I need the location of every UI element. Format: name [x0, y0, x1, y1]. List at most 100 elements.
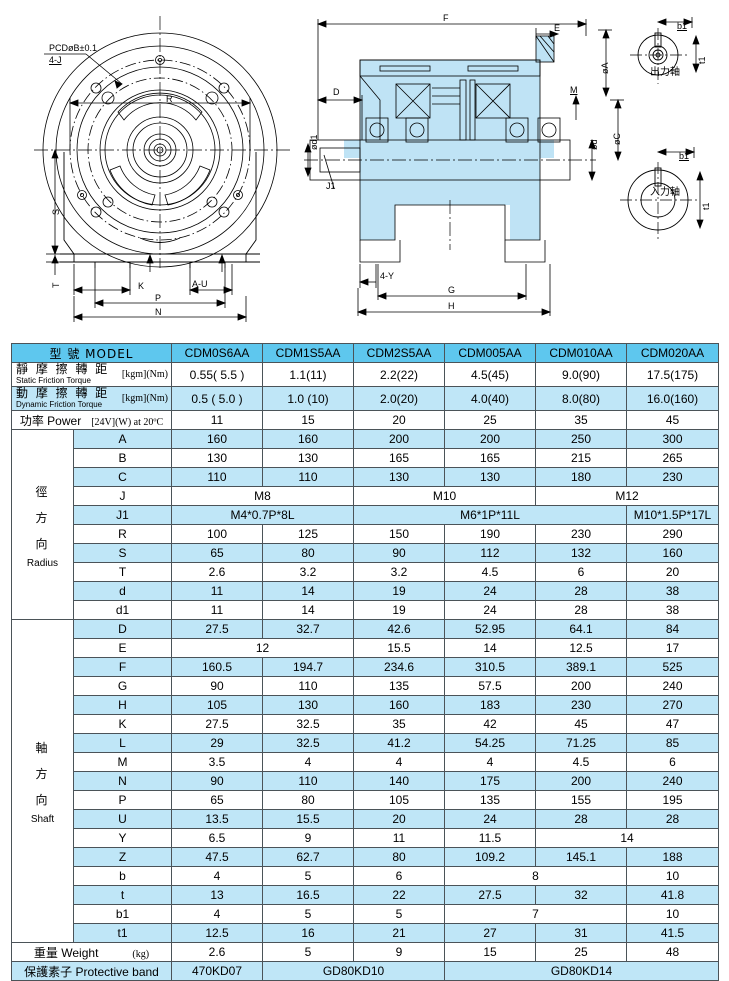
- radius-t-value-1: 2.6: [171, 562, 263, 582]
- power-value-5: 35: [535, 410, 627, 430]
- shaft-d-value-3: 42.6: [353, 619, 445, 639]
- dimension-key-d: d: [73, 581, 172, 601]
- shaft-b1-value-2: 5: [262, 904, 354, 924]
- shaft-b1-value-5: 10: [626, 904, 719, 924]
- static-friction-torque-label: 靜 摩 擦 轉 距 Static Friction Torque [kgm](Nm): [11, 362, 172, 387]
- shaft-d-value-4: 52.95: [444, 619, 536, 639]
- shaft-z-value-2: 62.7: [262, 847, 354, 867]
- shaft-f-value-6: 525: [626, 657, 719, 677]
- radius-row-t: T 2.6 3.2 3.2 4.5 6 20: [12, 562, 719, 582]
- radius-b-value-1: 130: [171, 448, 263, 468]
- shaft-b-value-1: 4: [171, 866, 263, 886]
- radius-c-value-2: 110: [262, 467, 354, 487]
- radius-r-value-5: 230: [535, 524, 627, 544]
- shaft-m-value-3: 4: [353, 752, 445, 772]
- radius-row-d1: d1 11 14 19 24 28 38: [12, 600, 719, 620]
- radius-c-value-6: 230: [626, 467, 719, 487]
- shaft-g-value-1: 90: [171, 676, 263, 696]
- output-shaft-t1-label: t1: [697, 56, 707, 64]
- shaft-l-value-6: 85: [626, 733, 719, 753]
- shaft-f-value-1: 160.5: [171, 657, 263, 677]
- front-view-drawing: [34, 16, 290, 322]
- shaft-e-value-4: 12.5: [535, 638, 627, 658]
- shaft-z-value-5: 145.1: [535, 847, 627, 867]
- output-shaft-title: 出力軸: [650, 67, 680, 78]
- radius-s-value-3: 90: [353, 543, 445, 563]
- shaft-f-value-4: 310.5: [444, 657, 536, 677]
- dimension-key-b: B: [73, 448, 172, 468]
- radius-d1-value-4: 24: [444, 600, 536, 620]
- dim-t-label: T: [51, 282, 61, 289]
- radius-s-value-6: 160: [626, 543, 719, 563]
- radius-s-value-1: 65: [171, 543, 263, 563]
- dynamic-friction-torque-label: 動 摩 擦 轉 距 Dynamic Friction Torque [kgm](Nm…: [11, 386, 172, 411]
- radius-a-value-4: 200: [444, 429, 536, 449]
- shaft-p-value-6: 195: [626, 790, 719, 810]
- radius-a-value-3: 200: [353, 429, 445, 449]
- shaft-h-value-5: 230: [535, 695, 627, 715]
- dim-m-label: M: [570, 85, 578, 95]
- shaft-h-value-6: 270: [626, 695, 719, 715]
- shaft-y-value-1: 6.5: [171, 828, 263, 848]
- shaft-section-label: 軸方向 Shaft: [11, 619, 74, 943]
- power-value-2: 15: [262, 410, 354, 430]
- model-header-2: CDM1S5AA: [262, 343, 354, 363]
- shaft-d-value-5: 64.1: [535, 619, 627, 639]
- power-label: 功率 Power [24V](W) at 20ºC: [11, 410, 172, 430]
- radius-t-value-3: 3.2: [353, 562, 445, 582]
- dimension-key-d: D: [73, 619, 172, 639]
- shaft-l-value-3: 41.2: [353, 733, 445, 753]
- shaft-f-value-5: 389.1: [535, 657, 627, 677]
- dim-r-label: R: [166, 94, 173, 104]
- weight-value-1: 2.6: [171, 942, 263, 962]
- shaft-b1-value-1: 4: [171, 904, 263, 924]
- shaft-u-value-3: 20: [353, 809, 445, 829]
- shaft-t-value-4: 27.5: [444, 885, 536, 905]
- shaft-g-value-5: 200: [535, 676, 627, 696]
- weight-row: 重量 Weight (kg) 2.6 5 9 15 25 48: [11, 942, 719, 962]
- radius-r-value-3: 150: [353, 524, 445, 544]
- shaft-l-value-5: 71.25: [535, 733, 627, 753]
- dimension-key-s: S: [73, 543, 172, 563]
- shaft-p-value-2: 80: [262, 790, 354, 810]
- radius-row-r: R 100 125 150 190 230 290: [12, 524, 719, 544]
- static-torque-value-6: 17.5(175): [626, 362, 719, 387]
- shaft-y-value-3: 11: [353, 828, 445, 848]
- shaft-z-value-1: 47.5: [171, 847, 263, 867]
- dim-s-label: S: [51, 208, 61, 215]
- shaft-d-value-6: 84: [626, 619, 719, 639]
- static-torque-value-4: 4.5(45): [444, 362, 536, 387]
- dimension-key-t: T: [73, 562, 172, 582]
- radius-j-value-3: M12: [535, 486, 719, 506]
- dimension-key-l: L: [73, 733, 172, 753]
- radius-b-value-6: 265: [626, 448, 719, 468]
- input-shaft-title: 入力軸: [650, 187, 680, 198]
- shaft-k-value-1: 27.5: [171, 714, 263, 734]
- shaft-t-value-5: 32: [535, 885, 627, 905]
- power-value-6: 45: [626, 410, 719, 430]
- shaft-f-value-2: 194.7: [262, 657, 354, 677]
- shaft-b1-value-3: 5: [353, 904, 445, 924]
- radius-a-value-6: 300: [626, 429, 719, 449]
- dim-f-label: F: [443, 13, 449, 23]
- shaft-g-value-2: 110: [262, 676, 354, 696]
- dimension-key-c: C: [73, 467, 172, 487]
- radius-j1-value-1: M4*0.7P*8L: [171, 505, 354, 525]
- shaft-y-value-2: 9: [262, 828, 354, 848]
- shaft-t-value-6: 41.8: [626, 885, 719, 905]
- shaft-y-value-4: 11.5: [444, 828, 536, 848]
- shaft-e-value-2: 15.5: [353, 638, 445, 658]
- radius-c-value-1: 110: [171, 467, 263, 487]
- shaft-row-m: M 3.5 4 4 4 4.5 6: [12, 752, 719, 772]
- dimension-key-k: K: [73, 714, 172, 734]
- four-j-label: 4-J: [49, 55, 62, 65]
- radius-t-value-2: 3.2: [262, 562, 354, 582]
- shaft-u-value-4: 24: [444, 809, 536, 829]
- dimension-key-j: J: [73, 486, 172, 506]
- shaft-t-value-2: 16.5: [262, 885, 354, 905]
- table-header-row: 型 號 MODEL CDM0S6AA CDM1S5AA CDM2S5AA CDM005A…: [11, 343, 719, 363]
- shaft-row-l: L 29 32.5 41.2 54.25 71.25 85: [12, 733, 719, 753]
- model-header: 型 號 MODEL: [11, 343, 172, 363]
- shaft-m-value-4: 4: [444, 752, 536, 772]
- shaft-d-value-1: 27.5: [171, 619, 263, 639]
